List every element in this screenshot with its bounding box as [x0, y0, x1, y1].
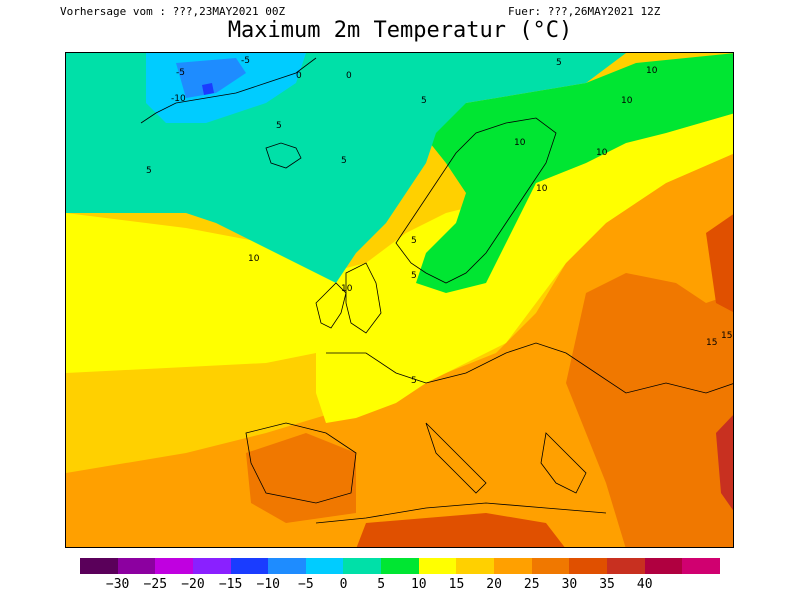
isotherm-label: 5 [411, 376, 417, 386]
legend-label: 10 [410, 577, 427, 592]
britain-coast [345, 262, 382, 334]
legend-label: 20 [486, 577, 502, 592]
legend-label: 35 [599, 577, 615, 592]
legend-swatch [268, 558, 306, 574]
isotherm-label: 5 [341, 156, 347, 166]
region-yellow [66, 113, 733, 423]
region-orange [66, 153, 733, 547]
legend-swatch [569, 558, 607, 574]
legend-swatch [80, 558, 118, 574]
legend-label: −25 [143, 577, 168, 592]
isotherm-label: 15 [721, 331, 732, 341]
isotherm-label: 5 [411, 271, 417, 281]
region-dark-orange-east [566, 273, 733, 547]
italy-coast [425, 422, 487, 494]
legend-swatch [230, 558, 269, 574]
isotherm-label: 10 [621, 96, 633, 106]
north-africa-coast [315, 502, 607, 524]
legend-label: −15 [218, 577, 243, 592]
legend-label: 0 [339, 577, 348, 592]
isotherm-label: 5 [276, 121, 282, 131]
legend-label: −10 [256, 577, 280, 592]
region-green [406, 53, 733, 293]
isotherm-label: 5 [421, 96, 427, 106]
iceland-coast [265, 142, 302, 169]
legend-swatch [418, 558, 457, 574]
legend-swatch [531, 558, 570, 574]
legend-swatch [305, 558, 344, 574]
legend-label: −30 [105, 577, 130, 592]
region-africa-warm [356, 513, 565, 547]
region-greenland-ice [176, 58, 246, 98]
legend-label: −20 [181, 577, 205, 592]
map-title: Maximum 2m Temperatur (°C) [227, 18, 573, 43]
legend-swatch [456, 558, 495, 574]
temperature-map-svg: -10 -5 -5 0 0 5 5 5 5 5 5 5 5 10 10 10 1… [66, 53, 733, 547]
isotherm-label: 0 [346, 71, 352, 81]
legend-label: 5 [377, 577, 386, 592]
legend-swatch [606, 558, 645, 574]
isotherm-label: 5 [411, 236, 417, 246]
iberia-coast [245, 422, 357, 504]
central-europe-coast [326, 342, 733, 394]
forecast-init-label: Vorhersage vom : ???,23MAY2021 00Z [60, 5, 286, 18]
isotherm-label: 10 [596, 148, 608, 158]
temperature-map: -10 -5 -5 0 0 5 5 5 5 5 5 5 5 10 10 10 1… [65, 52, 734, 548]
greece-coast [540, 432, 587, 494]
forecast-valid-label: Fuer: ???,26MAY2021 12Z [508, 5, 661, 18]
legend-swatch [644, 558, 683, 574]
scandinavia-coast [395, 117, 557, 284]
isotherm-label: 10 [514, 138, 526, 148]
legend-label: −5 [298, 577, 314, 592]
legend-swatch [682, 558, 720, 574]
isotherm-label: -10 [171, 94, 186, 104]
isotherm-label: 5 [146, 166, 152, 176]
legend-swatch [155, 558, 193, 574]
isotherm-label: 0 [296, 71, 302, 81]
legend-label: 15 [448, 577, 465, 592]
isotherm-label: 15 [706, 338, 717, 348]
legend-swatch [343, 558, 382, 574]
region-red-orange-east [706, 214, 733, 312]
greenland-coast [140, 57, 317, 124]
region-red-southeast [716, 415, 733, 511]
isotherm-label: -5 [176, 68, 185, 78]
legend-label: 30 [561, 577, 578, 592]
color-legend-labels: −30 −25 −20 −15 −10 −5 0 5 10 15 20 25 30 35 40 [80, 577, 720, 593]
isotherm-label: 10 [536, 184, 548, 194]
isotherm-label: 5 [556, 58, 562, 68]
isotherm-label: 10 [248, 254, 260, 264]
legend-label: 25 [523, 577, 540, 592]
isotherm-labels: -10 -5 -5 0 0 5 5 5 5 5 5 5 5 10 10 10 1… [146, 56, 732, 386]
legend-label: 40 [636, 577, 653, 592]
isotherm-label: 10 [341, 284, 353, 294]
isotherm-label: 10 [646, 66, 658, 76]
isotherm-label: -5 [241, 56, 250, 66]
legend-swatch [117, 558, 156, 574]
region-iberia-warm [246, 433, 356, 523]
legend-swatch [494, 558, 532, 574]
legend-swatch [381, 558, 419, 574]
ireland-coast [315, 282, 347, 329]
color-legend-bar [80, 558, 720, 574]
legend-swatch [192, 558, 231, 574]
coastlines [140, 57, 733, 524]
region-greenland-core [202, 83, 214, 95]
